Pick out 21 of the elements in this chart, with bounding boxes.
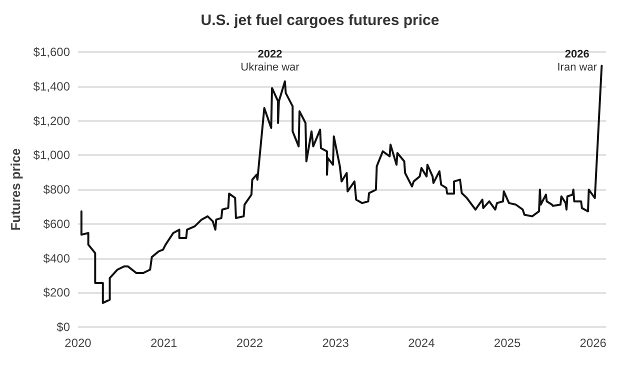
line-series	[80, 64, 603, 304]
y-tick-label: $600	[43, 216, 70, 231]
x-tick-label: 2026	[580, 336, 607, 350]
y-tick-label: $800	[43, 182, 70, 196]
x-tick-label: 2021	[150, 336, 178, 350]
x-tick-label: 2020	[64, 336, 92, 350]
annotation: 2022 Ukraine war	[240, 48, 300, 74]
y-tick-label: $200	[43, 286, 70, 300]
y-axis-title: Futures price	[8, 148, 23, 231]
x-tick-label: 2023	[322, 336, 350, 350]
y-tick-label: $1,400	[33, 79, 70, 94]
y-tick-label: $0	[56, 320, 70, 334]
y-tick-label: $1,000	[33, 148, 70, 162]
chart-title: U.S. jet fuel cargoes futures price	[200, 12, 440, 29]
x-tick-label: 2022	[236, 336, 264, 350]
x-tick-label: 2025	[494, 336, 521, 350]
annotation: 2026 Iran war	[557, 48, 598, 74]
y-tick-label: $1,600	[33, 45, 70, 59]
x-tick-label: 2024	[408, 336, 436, 350]
y-tick-label: $400	[43, 251, 70, 266]
y-tick-label: $1,200	[33, 114, 70, 128]
